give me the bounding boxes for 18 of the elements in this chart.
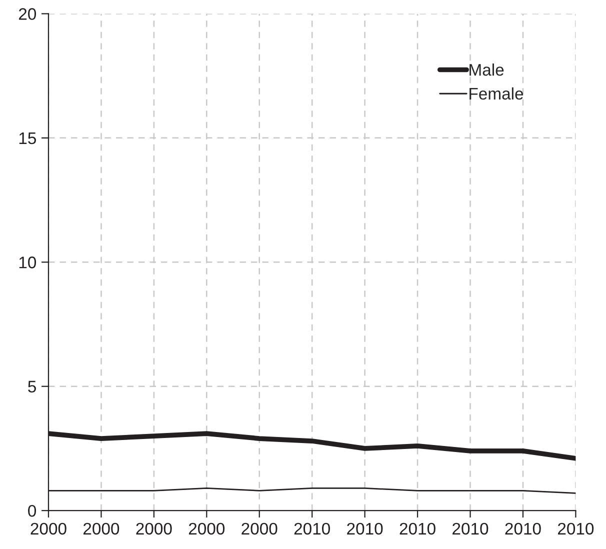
x-tick-label: 2010 xyxy=(452,522,488,535)
legend-label: Female xyxy=(470,87,524,100)
x-tick-label: 2000 xyxy=(84,522,120,535)
y-tick-label: 10 xyxy=(19,256,36,268)
y-tick-label: 20 xyxy=(18,8,36,20)
x-tick-label: 2000 xyxy=(188,522,225,535)
x-tick-label: 2010 xyxy=(505,522,541,535)
x-tick-label: 2000 xyxy=(136,522,172,535)
x-tick-label: 2010 xyxy=(347,522,383,535)
x-tick-label: 2000 xyxy=(30,522,66,535)
y-tick-label: 0 xyxy=(28,504,36,517)
legend-label: Male xyxy=(470,64,504,76)
x-tick-label: 2010 xyxy=(400,522,436,535)
x-tick-label: 2010 xyxy=(294,522,330,535)
y-tick-label: 5 xyxy=(28,380,36,393)
x-tick-label: 2010 xyxy=(558,522,594,535)
x-tick-label: 2000 xyxy=(242,522,278,535)
y-tick-label: 15 xyxy=(19,132,36,144)
